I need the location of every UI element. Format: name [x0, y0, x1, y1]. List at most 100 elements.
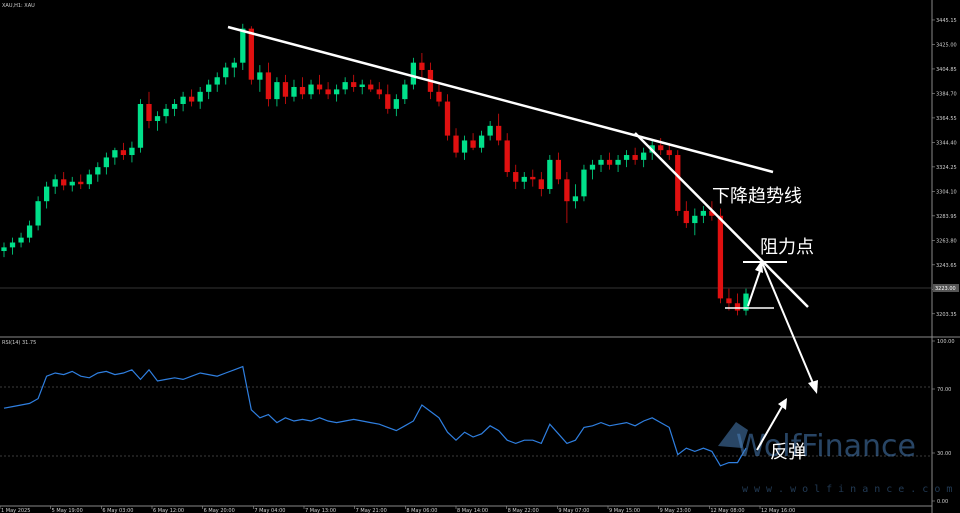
rebound-arrow-shaft [756, 402, 785, 451]
time-tick-label: 7 May 13:00 [305, 508, 336, 513]
candle [26, 220, 33, 243]
candle [299, 77, 306, 100]
candle-body [461, 140, 468, 153]
rsi-label: RSI(14) 31.75 [2, 340, 36, 346]
candle-body [282, 82, 289, 97]
candle-body [129, 147, 135, 156]
time-tick-label: 9 May 23:00 [660, 508, 691, 513]
candle [734, 293, 741, 316]
candle [1, 242, 7, 258]
candle-body [61, 179, 67, 186]
candle-body [402, 84, 408, 100]
candle [154, 111, 161, 131]
candle-body [69, 181, 75, 186]
time-tick-label: 7 May 21:00 [356, 508, 387, 513]
price-tick-label: 3243.65 [936, 263, 957, 269]
candle-body [43, 186, 50, 202]
candle [95, 162, 101, 182]
candle-body [95, 167, 101, 175]
time-tick-label: 8 May 06:00 [406, 508, 437, 513]
candle [43, 181, 50, 209]
candle [393, 94, 399, 117]
candle [496, 113, 502, 146]
down-arrow-shaft [761, 261, 816, 389]
candle [120, 142, 127, 160]
candle-body [26, 225, 33, 238]
time-tick-label: 6 May 20:00 [204, 508, 235, 513]
price-tick-label: 3203.35 [936, 312, 957, 318]
candle [163, 103, 169, 124]
watermark: WolfFinance www.wolfinance.com [718, 422, 952, 495]
candle-body [120, 150, 127, 156]
candle-body [743, 293, 749, 311]
candle [18, 232, 24, 248]
time-tick-label: 6 May 03:00 [102, 508, 133, 513]
candle-body [299, 86, 306, 95]
symbol-label: XAU,H1: XAU [2, 3, 35, 9]
candle [555, 152, 562, 185]
candle-body [547, 159, 553, 190]
candle [206, 79, 212, 100]
candle [564, 172, 570, 224]
candle-body [734, 303, 741, 311]
time-tick-label: 8 May 14:00 [457, 508, 488, 513]
candle [504, 133, 510, 177]
candle-body [521, 176, 527, 182]
price-tick-label: 3263.80 [936, 238, 957, 244]
candle-body [385, 94, 391, 109]
annotations: 下降趋势线 阻力点 反弹 [227, 25, 818, 463]
candle [547, 155, 553, 194]
candle-body [658, 145, 664, 151]
candle-body [257, 72, 263, 80]
candle-body [692, 215, 698, 224]
price-axis: 3445.15 3425.00 3404.85 3384.70 3364.55 3344.… [932, 18, 957, 318]
candle-body [726, 298, 732, 304]
candle-body [444, 101, 451, 136]
candle-body [555, 159, 562, 180]
candle [265, 62, 272, 107]
candle-body [470, 140, 476, 148]
candle [351, 74, 357, 92]
candle-body [86, 174, 92, 185]
candle-body [487, 125, 493, 136]
candle [538, 172, 544, 197]
candle [333, 84, 340, 102]
resistance-label: 阻力点 [760, 237, 814, 258]
candle-body [589, 164, 596, 170]
candle-body [538, 179, 544, 190]
candle-body [274, 82, 280, 100]
candle [743, 288, 749, 316]
candle [137, 99, 144, 153]
candle-body [572, 196, 579, 202]
downtrend-line[interactable] [227, 25, 774, 174]
rsi-tick-label: 30.00 [937, 451, 951, 457]
price-tick-label: 3283.95 [936, 214, 957, 220]
candle [129, 141, 135, 163]
time-tick-label: 1 May 2025 [1, 508, 30, 513]
time-tick-label: 8 May 22:00 [508, 508, 539, 513]
steep-trend-line[interactable] [634, 132, 809, 308]
time-tick-label: 9 May 07:00 [558, 508, 589, 513]
candle [436, 84, 442, 107]
rebound-arrow-head-icon [778, 398, 787, 410]
candle [376, 82, 382, 100]
candle-body [641, 152, 647, 160]
candle-body [248, 28, 254, 80]
rsi-tick-label: 100.00 [937, 339, 955, 345]
price-tick-label: 3404.85 [936, 67, 957, 73]
candle [359, 79, 365, 95]
candle [419, 52, 425, 78]
candle-body [265, 72, 272, 100]
candle [692, 208, 698, 236]
candle-body [513, 172, 519, 182]
candlesticks [1, 23, 749, 316]
candle-body [683, 210, 689, 224]
candle-body [333, 89, 340, 95]
candle-body [146, 103, 152, 122]
candle [188, 89, 195, 107]
candle [248, 26, 254, 85]
candle-body [675, 155, 681, 211]
candle-body [700, 210, 707, 216]
candle [274, 77, 280, 107]
